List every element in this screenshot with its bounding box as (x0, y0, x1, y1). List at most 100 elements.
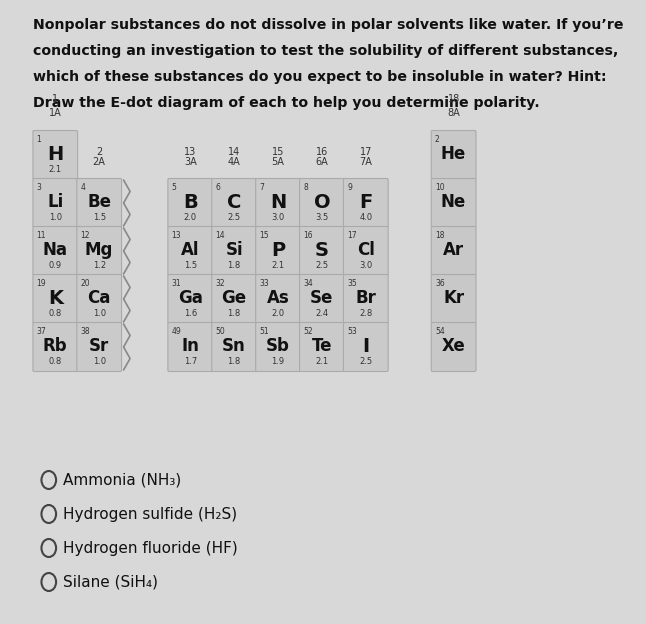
Text: Kr: Kr (443, 289, 464, 307)
Text: 3.0: 3.0 (359, 261, 373, 270)
Text: 51: 51 (259, 327, 269, 336)
FancyBboxPatch shape (33, 130, 78, 180)
Text: Li: Li (47, 193, 63, 211)
Text: Silane (SiH₄): Silane (SiH₄) (63, 575, 158, 590)
Text: 16: 16 (303, 231, 313, 240)
Text: Sr: Sr (89, 337, 109, 355)
Text: 11: 11 (37, 231, 46, 240)
FancyBboxPatch shape (300, 178, 344, 228)
Text: Si: Si (225, 241, 243, 259)
Text: 1.8: 1.8 (227, 309, 241, 318)
Text: 54: 54 (435, 327, 444, 336)
Text: As: As (267, 289, 289, 307)
Text: 33: 33 (259, 279, 269, 288)
Text: 2.4: 2.4 (315, 309, 328, 318)
FancyBboxPatch shape (432, 275, 476, 323)
Text: 1.9: 1.9 (271, 357, 285, 366)
Text: 18: 18 (435, 231, 444, 240)
Text: 19: 19 (37, 279, 47, 288)
FancyBboxPatch shape (256, 227, 300, 276)
Text: Hydrogen sulfide (H₂S): Hydrogen sulfide (H₂S) (63, 507, 238, 522)
Text: 6: 6 (215, 183, 220, 192)
Text: Te: Te (311, 337, 332, 355)
FancyBboxPatch shape (33, 275, 78, 323)
Text: Sn: Sn (222, 337, 246, 355)
Text: Nonpolar substances do not dissolve in polar solvents like water. If you’re: Nonpolar substances do not dissolve in p… (32, 18, 623, 32)
Text: Draw the E-dot diagram of each to help you determine polarity.: Draw the E-dot diagram of each to help y… (32, 96, 539, 110)
Text: 0.9: 0.9 (48, 261, 62, 270)
Text: He: He (441, 145, 466, 163)
FancyBboxPatch shape (168, 323, 213, 371)
Text: 50: 50 (215, 327, 225, 336)
Text: P: P (271, 240, 285, 260)
Text: 16: 16 (316, 147, 328, 157)
FancyBboxPatch shape (432, 178, 476, 228)
Text: 15: 15 (259, 231, 269, 240)
Text: 5A: 5A (271, 157, 284, 167)
Text: 7: 7 (259, 183, 264, 192)
FancyBboxPatch shape (256, 323, 300, 371)
Text: Cl: Cl (357, 241, 375, 259)
Text: 2.0: 2.0 (271, 309, 285, 318)
Text: C: C (227, 192, 242, 212)
Text: 2: 2 (435, 135, 440, 144)
FancyBboxPatch shape (212, 227, 256, 276)
FancyBboxPatch shape (344, 227, 388, 276)
FancyBboxPatch shape (300, 275, 344, 323)
Text: 1.7: 1.7 (183, 357, 197, 366)
Text: 20: 20 (81, 279, 90, 288)
Text: 15: 15 (272, 147, 284, 157)
FancyBboxPatch shape (168, 227, 213, 276)
Text: 3: 3 (37, 183, 41, 192)
Text: conducting an investigation to test the solubility of different substances,: conducting an investigation to test the … (32, 44, 618, 58)
Text: 5: 5 (172, 183, 176, 192)
Text: 12: 12 (81, 231, 90, 240)
Text: 13: 13 (172, 231, 181, 240)
Text: Mg: Mg (85, 241, 113, 259)
FancyBboxPatch shape (77, 275, 121, 323)
Text: 32: 32 (215, 279, 225, 288)
Text: 18: 18 (448, 94, 460, 104)
FancyBboxPatch shape (212, 275, 256, 323)
Text: K: K (48, 288, 63, 308)
Text: Na: Na (43, 241, 68, 259)
Text: Rb: Rb (43, 337, 68, 355)
Text: 52: 52 (303, 327, 313, 336)
Text: S: S (315, 240, 329, 260)
Text: In: In (182, 337, 199, 355)
Text: 1.6: 1.6 (183, 309, 197, 318)
Text: 1.0: 1.0 (92, 357, 106, 366)
Text: 17: 17 (347, 231, 357, 240)
Text: O: O (313, 192, 330, 212)
Text: Al: Al (181, 241, 200, 259)
FancyBboxPatch shape (432, 130, 476, 180)
Text: Ca: Ca (87, 289, 111, 307)
Text: 14: 14 (228, 147, 240, 157)
FancyBboxPatch shape (212, 178, 256, 228)
Text: 2.5: 2.5 (359, 357, 372, 366)
Text: Ne: Ne (441, 193, 466, 211)
Text: 14: 14 (215, 231, 225, 240)
Text: 3.5: 3.5 (315, 213, 329, 222)
Text: which of these substances do you expect to be insoluble in water? Hint:: which of these substances do you expect … (32, 70, 606, 84)
Text: F: F (359, 192, 373, 212)
Text: 3.0: 3.0 (271, 213, 285, 222)
Text: 6A: 6A (315, 157, 328, 167)
Text: 1.8: 1.8 (227, 357, 241, 366)
Text: 2.1: 2.1 (271, 261, 285, 270)
Text: 2A: 2A (93, 157, 105, 167)
FancyBboxPatch shape (33, 178, 78, 228)
Text: 1.0: 1.0 (48, 213, 62, 222)
Text: 1: 1 (52, 94, 58, 104)
FancyBboxPatch shape (344, 275, 388, 323)
Text: 1.8: 1.8 (227, 261, 241, 270)
Text: 53: 53 (347, 327, 357, 336)
Text: 37: 37 (37, 327, 47, 336)
Text: Hydrogen fluoride (HF): Hydrogen fluoride (HF) (63, 540, 238, 555)
Text: 31: 31 (172, 279, 181, 288)
Text: 2.1: 2.1 (315, 357, 328, 366)
Text: Ga: Ga (178, 289, 203, 307)
Text: 2.8: 2.8 (359, 309, 373, 318)
Text: 2.5: 2.5 (227, 213, 241, 222)
FancyBboxPatch shape (256, 178, 300, 228)
